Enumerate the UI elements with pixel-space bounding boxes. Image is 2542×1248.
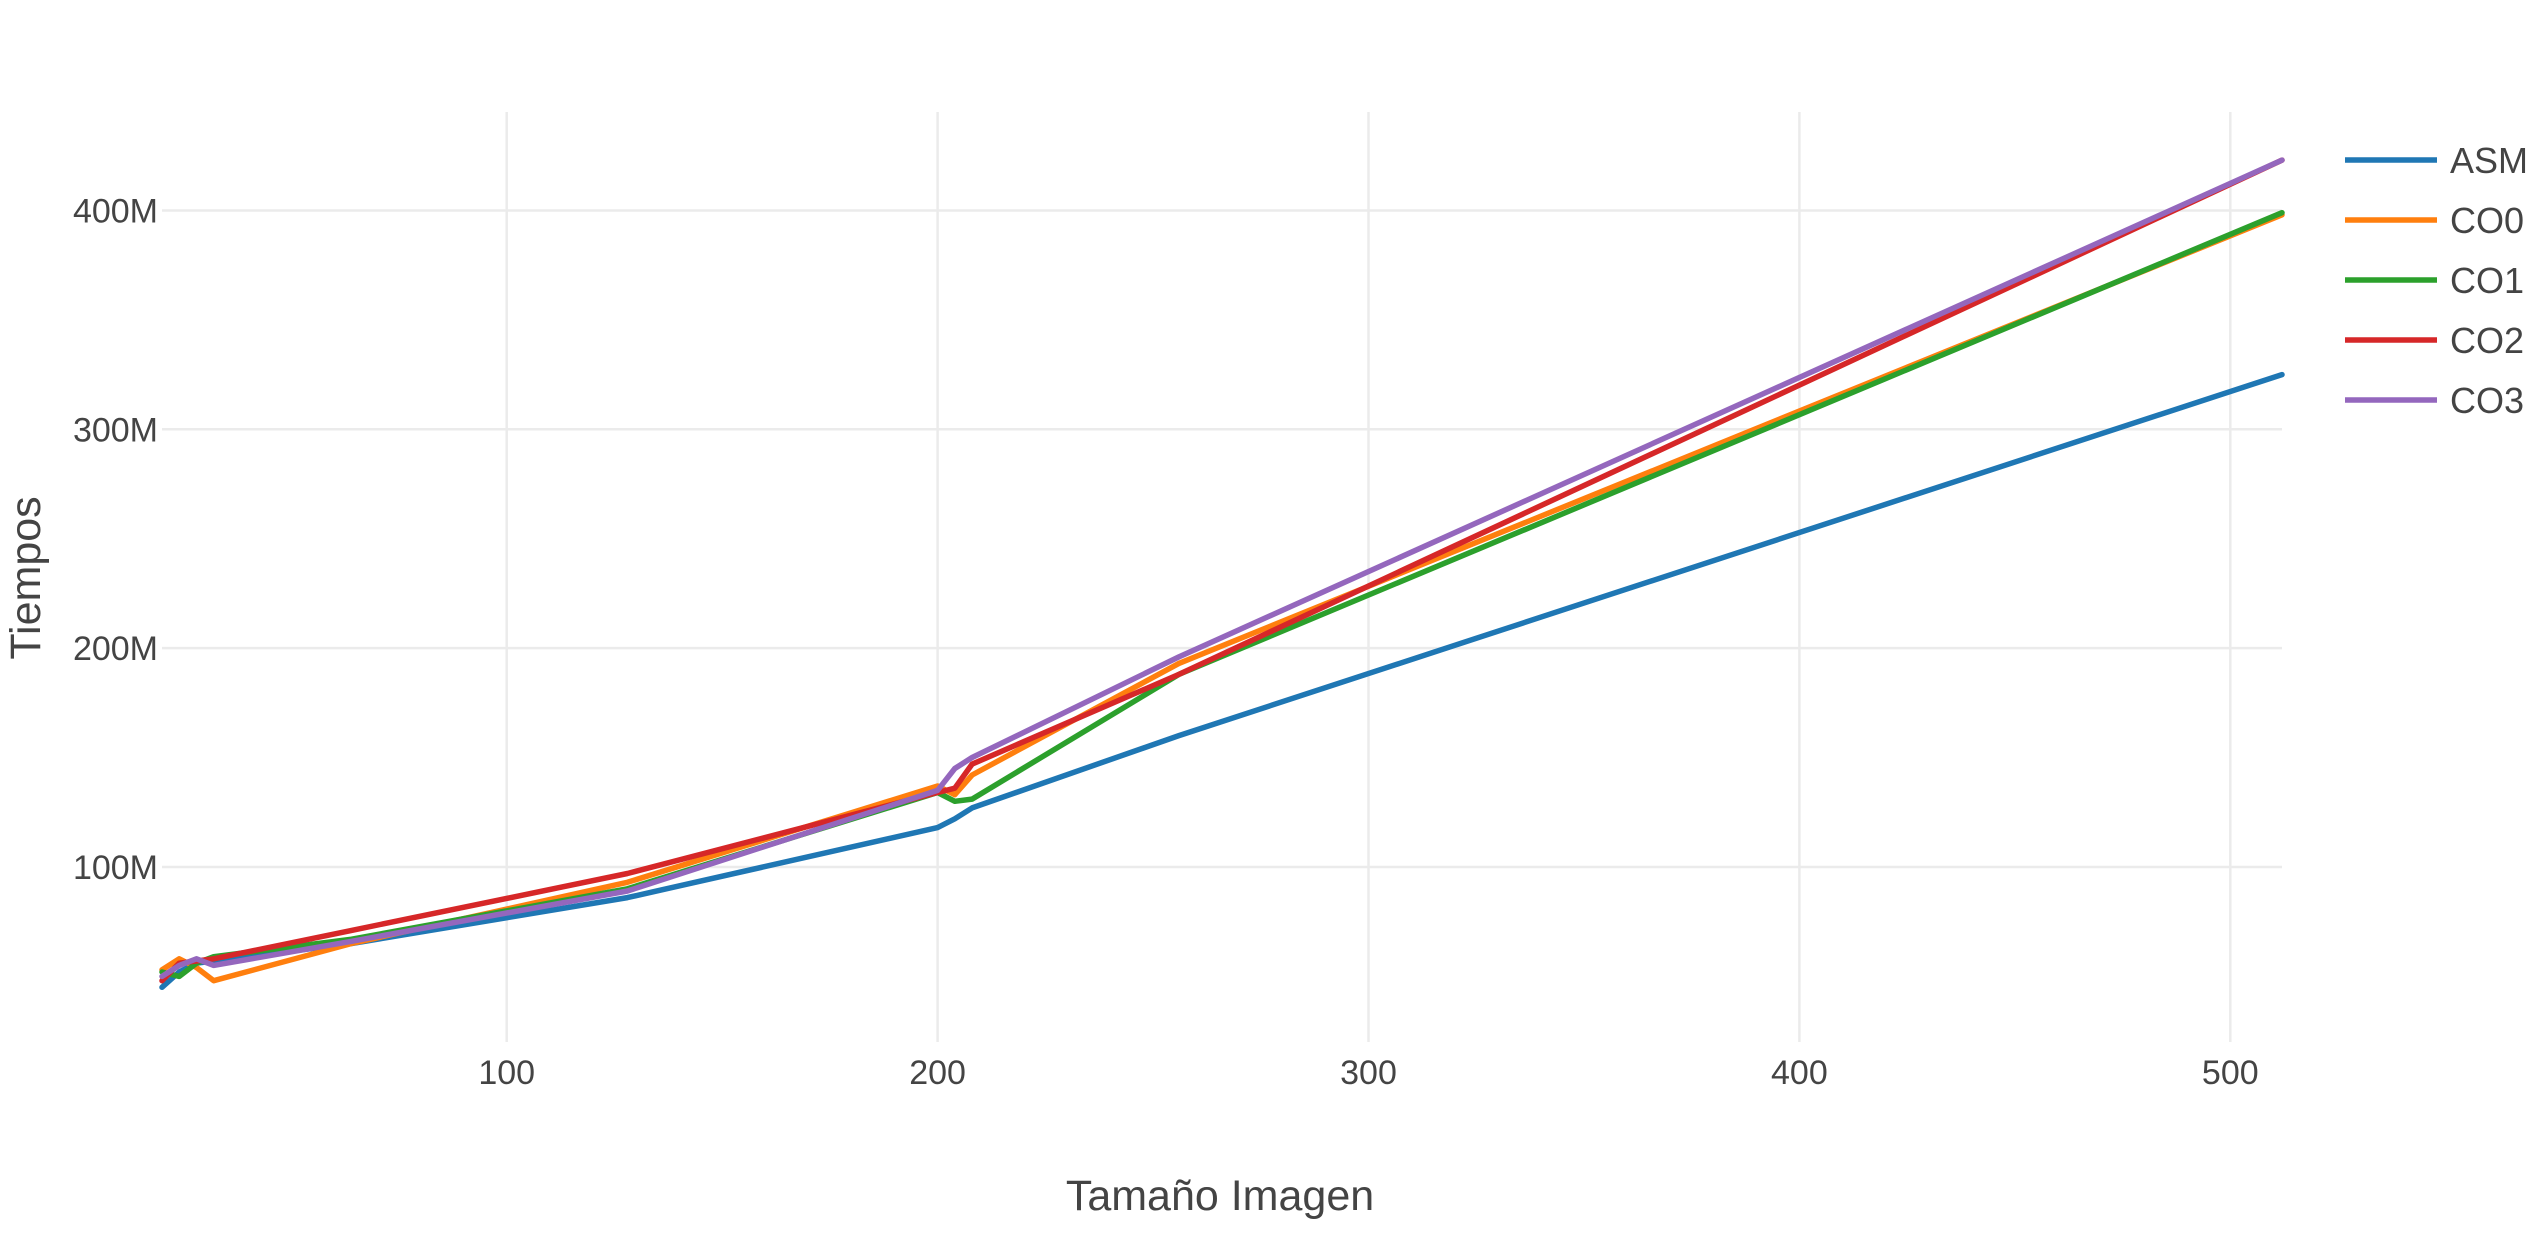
y-axis-title: Tiempos — [2, 496, 50, 659]
x-tick-label: 400 — [1771, 1054, 1828, 1092]
legend-item-co1[interactable]: CO1 — [2345, 260, 2524, 301]
legend: ASM CO0 CO1 CO2 CO3 — [2345, 140, 2528, 421]
x-gridlines — [505, 112, 2232, 1042]
x-axis-title: Tamaño Imagen — [1066, 1172, 1374, 1220]
legend-label: CO3 — [2450, 380, 2524, 421]
series-lines — [159, 157, 2285, 991]
y-tick-label: 200M — [73, 630, 158, 668]
legend-label: CO0 — [2450, 200, 2524, 241]
x-tick-labels: 100 200 300 400 500 — [478, 1054, 2258, 1092]
y-tick-labels: 100M 200M 300M 400M — [73, 192, 158, 886]
legend-item-co2[interactable]: CO2 — [2345, 320, 2524, 361]
y-tick-label: 400M — [73, 192, 158, 230]
legend-item-co3[interactable]: CO3 — [2345, 380, 2524, 421]
series-line-co2 — [159, 157, 2285, 984]
x-tick-label: 100 — [478, 1054, 535, 1092]
y-tick-label: 300M — [73, 411, 158, 449]
series-line-co3 — [159, 157, 2285, 980]
x-tick-label: 300 — [1340, 1054, 1397, 1092]
series-line-co1 — [159, 209, 2285, 980]
legend-label: CO2 — [2450, 320, 2524, 361]
y-tick-label: 100M — [73, 849, 158, 887]
x-tick-label: 200 — [909, 1054, 966, 1092]
legend-item-asm[interactable]: ASM — [2345, 140, 2528, 181]
legend-item-co0[interactable]: CO0 — [2345, 200, 2524, 241]
series-line-asm — [159, 371, 2285, 991]
legend-label: CO1 — [2450, 260, 2524, 301]
x-tick-label: 500 — [2202, 1054, 2259, 1092]
legend-label: ASM — [2450, 140, 2528, 181]
